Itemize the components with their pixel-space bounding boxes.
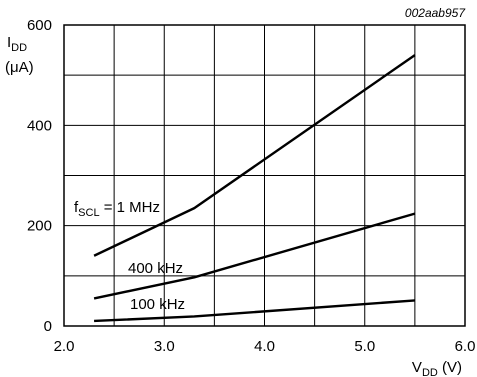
x-tick-label: 3.0	[154, 338, 175, 355]
plot-frame	[63, 24, 466, 327]
grid	[64, 25, 465, 326]
y-tick-label: 0	[44, 318, 52, 335]
series-label-2: 400 kHz	[128, 260, 183, 277]
series-lines	[93, 54, 416, 323]
x-tick-label: 4.0	[254, 338, 275, 355]
y-tick-label: 200	[27, 218, 52, 235]
x-tick-label: 5.0	[354, 338, 375, 355]
y-axis-label: IDD	[7, 34, 27, 54]
labels: 2.0 3.0 4.0 5.0 6.0 0 200 400 600 002aab957 IDD (μA…	[5, 6, 475, 377]
series-line-1	[93, 54, 416, 257]
series-label-1: fSCL = 1 MHz	[74, 199, 160, 219]
y-axis-unit: (μA)	[5, 59, 34, 76]
x-tick-label: 2.0	[54, 338, 75, 355]
series-line-2	[93, 212, 416, 300]
series-label-3: 100 kHz	[130, 296, 185, 313]
x-tick-label: 6.0	[455, 338, 476, 355]
series-line-3	[94, 299, 415, 323]
y-tick-label: 400	[27, 117, 52, 134]
y-tick-label: 600	[27, 17, 52, 34]
x-axis-label: VDD (V)	[412, 359, 462, 377]
figure-reference-id: 002aab957	[405, 6, 466, 20]
